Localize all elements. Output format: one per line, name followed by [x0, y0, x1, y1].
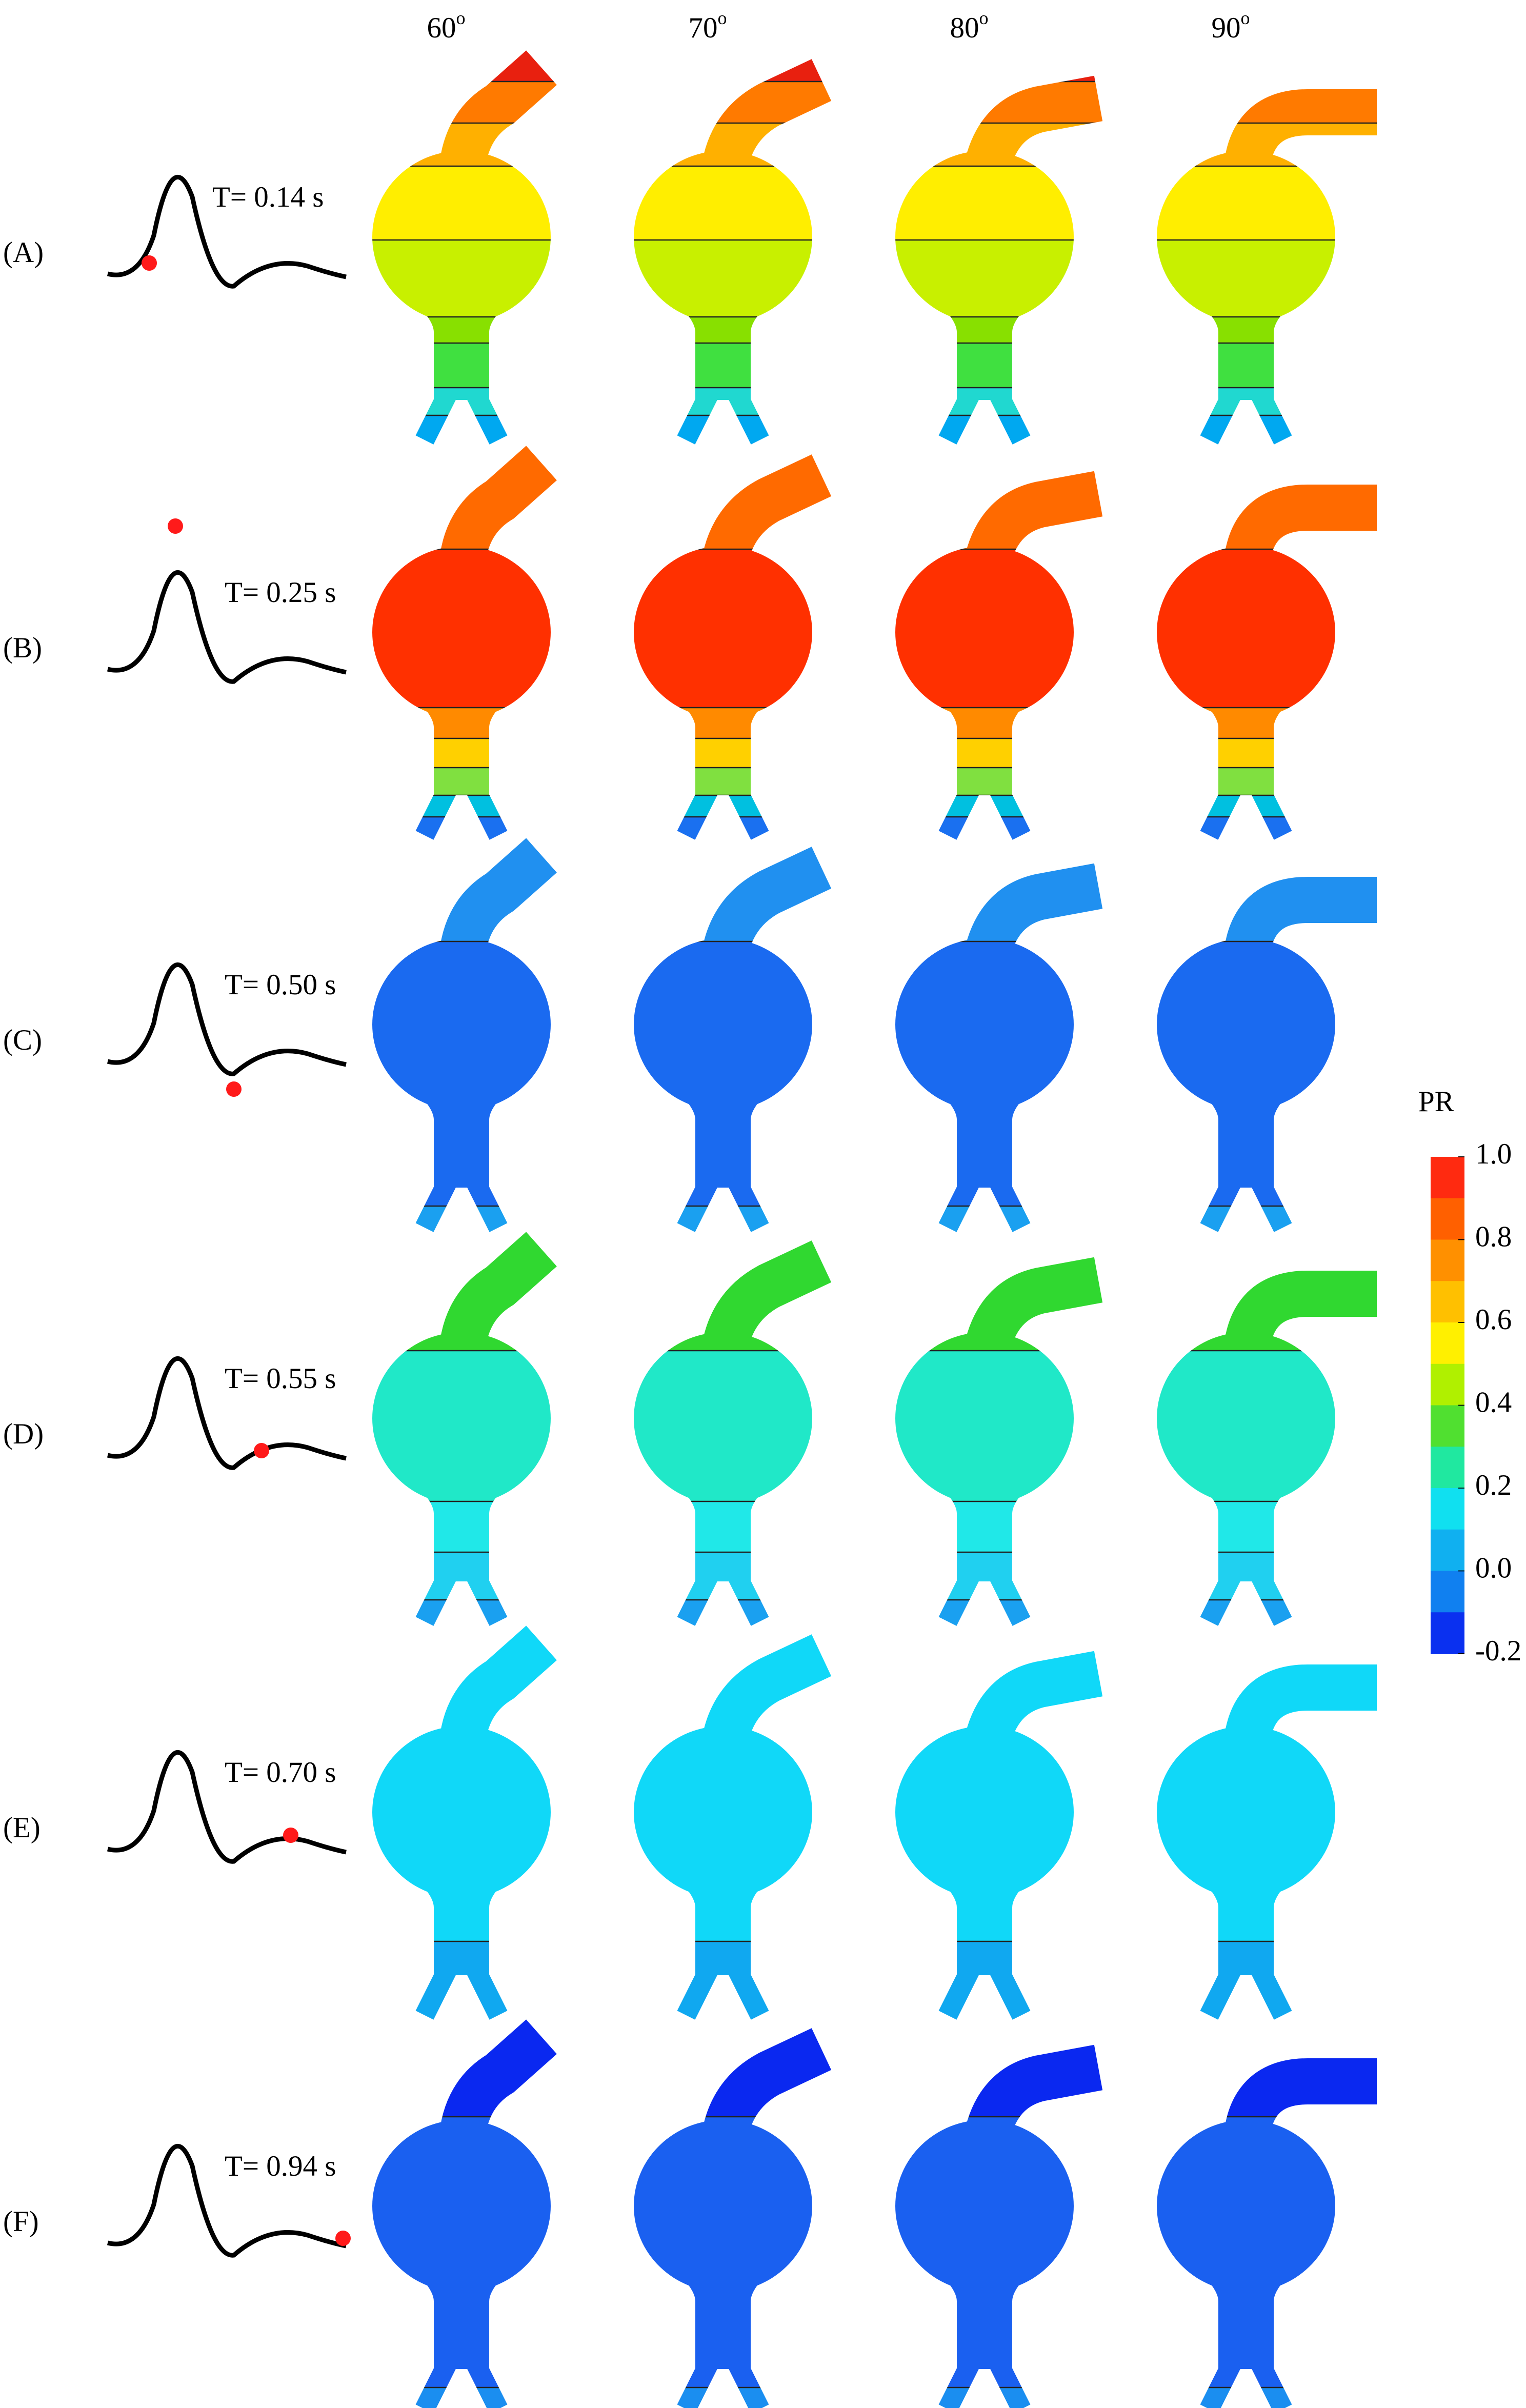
time-label: T= 0.25 s	[225, 576, 336, 609]
aneurysm-contour	[877, 408, 1138, 854]
colorbar-tick-label: -0.2	[1475, 1635, 1521, 1667]
colorbar-segment	[1431, 1612, 1464, 1654]
colorbar-segment	[1431, 1239, 1464, 1282]
waveform	[107, 2143, 347, 2258]
aneurysm-contour	[1138, 408, 1400, 854]
aneurysm-contour	[354, 408, 615, 854]
colorbar-tick-label: 0.4	[1475, 1387, 1512, 1419]
row-label: (A)	[3, 236, 44, 269]
colorbar-segment	[1431, 1322, 1464, 1364]
time-marker	[335, 2231, 351, 2246]
aneurysm-contour	[354, 800, 615, 1247]
aneurysm-contour	[615, 408, 877, 854]
aneurysm-contour	[877, 12, 1138, 459]
colorbar-title: PR	[1418, 1086, 1454, 1118]
aneurysm-contour	[1138, 1194, 1400, 1640]
waveform	[107, 962, 347, 1076]
colorbar-tick-label: 0.0	[1475, 1552, 1512, 1584]
aneurysm-contour	[1138, 12, 1400, 459]
colorbar-segment	[1431, 1281, 1464, 1323]
colorbar-segment	[1431, 1363, 1464, 1406]
aneurysm-contour	[354, 1588, 615, 2034]
aneurysm-contour	[615, 1981, 877, 2408]
colorbar-tick-label: 0.6	[1475, 1303, 1512, 1336]
colorbar-tick-label: 1.0	[1475, 1138, 1512, 1170]
aneurysm-contour	[615, 12, 877, 459]
time-marker	[226, 1081, 242, 1097]
colorbar-segment	[1431, 1447, 1464, 1489]
aneurysm-contour	[615, 1588, 877, 2034]
colorbar-segment	[1431, 1198, 1464, 1240]
aneurysm-contour	[354, 1981, 615, 2408]
time-label: T= 0.14 s	[212, 181, 324, 213]
aneurysm-contour	[877, 1981, 1138, 2408]
aneurysm-contour	[1138, 1588, 1400, 2034]
waveform	[107, 1750, 347, 1864]
aneurysm-contour	[1138, 1981, 1400, 2408]
aneurysm-contour	[877, 1194, 1138, 1640]
aneurysm-contour	[615, 1194, 877, 1640]
time-marker	[142, 255, 157, 271]
aneurysm-contour	[354, 12, 615, 459]
waveform	[107, 174, 347, 289]
aneurysm-contour	[877, 1588, 1138, 2034]
time-label: T= 0.70 s	[225, 1756, 336, 1789]
row-label: (D)	[3, 1418, 44, 1450]
row-label: (E)	[3, 1812, 41, 1844]
colorbar-segment	[1431, 1529, 1464, 1572]
colorbar-segment	[1431, 1157, 1464, 1199]
colorbar-segment	[1431, 1488, 1464, 1530]
time-marker	[254, 1443, 269, 1459]
colorbar-tick-label: 0.8	[1475, 1221, 1512, 1253]
colorbar-segment	[1431, 1571, 1464, 1613]
row-label: (B)	[3, 632, 42, 664]
waveform	[107, 570, 347, 684]
time-marker	[168, 518, 183, 534]
time-marker	[283, 1828, 298, 1843]
aneurysm-contour	[1138, 800, 1400, 1247]
row-label: (F)	[3, 2205, 39, 2238]
time-label: T= 0.55 s	[225, 1362, 336, 1395]
aneurysm-contour	[615, 800, 877, 1247]
colorbar-tick-label: 0.2	[1475, 1469, 1512, 1501]
time-label: T= 0.50 s	[225, 969, 336, 1001]
row-label: (C)	[3, 1024, 42, 1056]
waveform	[107, 1356, 347, 1470]
colorbar-segment	[1431, 1405, 1464, 1448]
aneurysm-contour	[877, 800, 1138, 1247]
time-label: T= 0.94 s	[225, 2150, 336, 2182]
aneurysm-contour	[354, 1194, 615, 1640]
